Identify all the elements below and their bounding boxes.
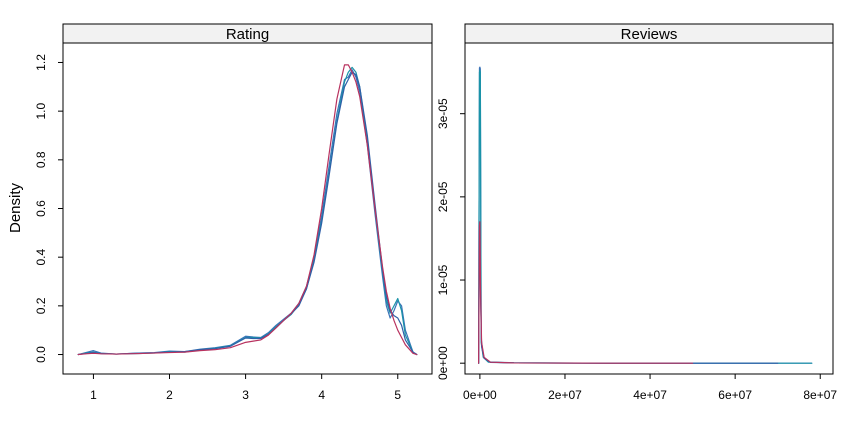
density-line-rating-4 <box>77 64 418 356</box>
axes-reviews: 0e+00 2e+07 4e+07 6e+07 8e+07 0e+00 1e-05 2e-05… <box>436 98 837 402</box>
y-tick-label-reviews: 3e-05 <box>436 98 450 129</box>
x-tick-label-rating: 5 <box>394 388 401 402</box>
y-tick-label-rating: 1.2 <box>34 54 48 71</box>
y-tick-label-rating: 0.4 <box>34 249 48 266</box>
x-tick-label-reviews: 0e+00 <box>463 388 497 402</box>
lines-reviews <box>478 66 813 364</box>
y-tick-label-rating: 0.0 <box>34 346 48 363</box>
x-tick-label-rating: 2 <box>166 388 173 402</box>
y-tick-label-rating: 0.2 <box>34 297 48 314</box>
y-tick-label-rating: 0.6 <box>34 200 48 217</box>
plot-frame-reviews <box>464 42 834 375</box>
strip-label-reviews: Reviews <box>621 26 678 43</box>
x-tick-label-reviews: 2e+07 <box>548 388 582 402</box>
y-axis-title: Density <box>7 182 24 233</box>
y-tick-label-rating: 1.0 <box>34 102 48 119</box>
y-tick-label-reviews: 1e-05 <box>436 264 450 295</box>
lines-rating <box>77 64 418 356</box>
x-tick-label-reviews: 4e+07 <box>633 388 667 402</box>
y-tick-label-reviews: 0e+00 <box>436 346 450 380</box>
y-tick-label-reviews: 2e-05 <box>436 181 450 212</box>
x-tick-label-rating: 1 <box>90 388 97 402</box>
density-line-reviews-4 <box>478 221 694 364</box>
x-tick-label-rating: 3 <box>242 388 249 402</box>
x-tick-label-reviews: 6e+07 <box>718 388 752 402</box>
panel-reviews: Reviews 0e+00 2e+07 4e+07 6e+07 8e+07 0e+00 1e… <box>436 23 837 402</box>
strip-label-rating: Rating <box>226 26 269 43</box>
x-tick-label-rating: 4 <box>318 388 325 402</box>
axes-rating: 1 2 3 4 5 0.0 0.2 0.4 0.6 0.8 1.0 1.2 <box>34 54 401 402</box>
x-tick-label-reviews: 8e+07 <box>803 388 837 402</box>
panel-rating: Rating 1 2 3 4 5 0.0 0.2 0.4 0.6 0.8 1.0 1.2 <box>34 23 433 402</box>
y-tick-label-rating: 0.8 <box>34 151 48 168</box>
